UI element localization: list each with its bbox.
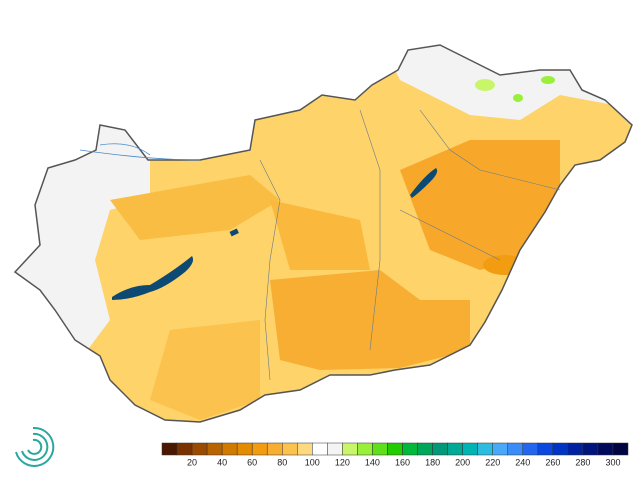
legend-tick-label: 60 [247, 457, 257, 467]
legend-swatch [372, 442, 388, 456]
legend-tick-label: 240 [515, 457, 530, 467]
legend-swatch [282, 442, 298, 456]
legend-swatch [191, 442, 208, 456]
legend-swatch [266, 442, 283, 456]
legend-swatch [522, 442, 539, 456]
logo [15, 426, 55, 467]
legend-swatch [597, 442, 614, 456]
legend-tick-label: 20 [187, 457, 197, 467]
color-legend: 20 40 60 80 100 120 140 160 180 200 220 240 260 280 30… [161, 442, 629, 467]
legend-swatch [462, 442, 478, 456]
legend-swatch [221, 442, 238, 456]
legend-swatch [342, 442, 358, 456]
legend-swatch [297, 442, 313, 456]
legend-swatch [507, 442, 524, 456]
legend-swatch [327, 442, 343, 456]
legend-swatch [357, 442, 373, 456]
legend-swatch [537, 442, 554, 456]
lake-balaton [112, 256, 194, 300]
legend-swatch [387, 442, 403, 456]
legend-swatch [417, 442, 433, 456]
borders [259, 109, 561, 381]
legend-tick-label: 120 [335, 457, 350, 467]
legend-swatch [432, 442, 448, 456]
legend-swatch [161, 442, 178, 456]
legend-tick-label: 280 [575, 457, 590, 467]
legend-tick-label: 220 [485, 457, 500, 467]
legend-swatch [447, 442, 463, 456]
legend-swatch [176, 442, 193, 456]
legend-swatch [612, 442, 629, 456]
legend-swatch [477, 442, 493, 456]
lake-velence [229, 228, 239, 237]
legend-tick-label: 300 [605, 457, 620, 467]
legend-swatch [492, 442, 508, 456]
legend-swatch [312, 442, 328, 456]
legend-tick-label: 40 [217, 457, 227, 467]
legend-swatch [206, 442, 223, 456]
legend-swatch [552, 442, 569, 456]
lake-tisza [410, 168, 438, 198]
legend-swatch [567, 442, 584, 456]
rivers [79, 143, 201, 161]
legend-tick-label: 80 [277, 457, 287, 467]
legend-tick-label: 180 [425, 457, 440, 467]
legend-tick-label: 140 [365, 457, 380, 467]
legend-tick-label: 200 [455, 457, 470, 467]
legend-tick-label: 100 [305, 457, 320, 467]
legend-swatch [236, 442, 253, 456]
legend-tick-label: 160 [395, 457, 410, 467]
legend-tick-label: 260 [545, 457, 560, 467]
legend-swatch [582, 442, 599, 456]
legend-swatch [402, 442, 418, 456]
legend-swatch [251, 442, 268, 456]
